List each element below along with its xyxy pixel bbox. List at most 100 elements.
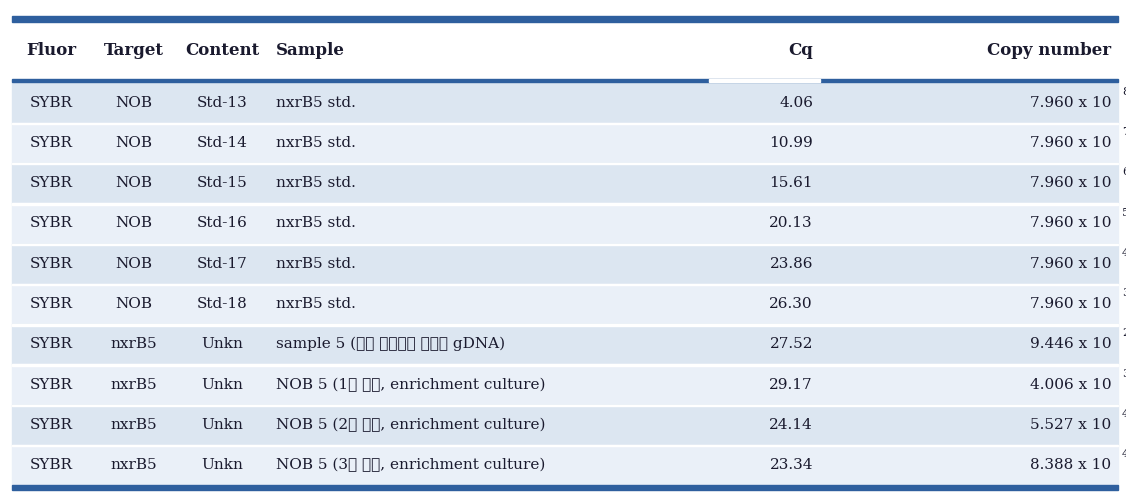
Text: Fluor: Fluor [26,42,77,59]
Text: 10.99: 10.99 [769,136,813,150]
Text: SYBR: SYBR [29,216,73,230]
Text: nxrB5 std.: nxrB5 std. [276,176,356,190]
Text: Std-16: Std-16 [197,216,248,230]
Text: NOB: NOB [116,257,153,271]
Text: NOB: NOB [116,95,153,110]
Text: SYBR: SYBR [29,458,73,472]
Text: Std-18: Std-18 [197,297,248,311]
Text: Std-17: Std-17 [197,257,248,271]
Text: 7.960 x 10: 7.960 x 10 [1030,136,1111,150]
Text: nxrB5 std.: nxrB5 std. [276,216,356,230]
Bar [12,163,1118,165]
Bar [12,82,1118,123]
Text: 3: 3 [1123,288,1126,298]
Text: 2: 2 [1123,329,1126,338]
Text: 5.527 x 10: 5.527 x 10 [1030,418,1111,432]
Text: SYBR: SYBR [29,257,73,271]
Text: Std-13: Std-13 [197,95,248,110]
Text: 20.13: 20.13 [769,216,813,230]
Text: NOB: NOB [116,297,153,311]
Bar [12,204,1118,205]
Text: Unkn: Unkn [202,458,243,472]
Text: 23.86: 23.86 [769,257,813,271]
Text: Std-15: Std-15 [197,176,248,190]
Bar [12,405,1118,406]
Text: 27.52: 27.52 [769,337,813,351]
Text: NOB 5 (3달 경과, enrichment culture): NOB 5 (3달 경과, enrichment culture) [276,458,545,472]
Bar [12,22,1118,79]
Text: 23.34: 23.34 [769,458,813,472]
Text: Unkn: Unkn [202,418,243,432]
Text: Unkn: Unkn [202,337,243,351]
Text: SYBR: SYBR [29,377,73,392]
Bar [12,284,1118,286]
Text: Std-14: Std-14 [197,136,248,150]
Bar [12,365,1118,405]
Text: Target: Target [104,42,164,59]
Text: 26.30: 26.30 [769,297,813,311]
Bar [12,204,1118,244]
Text: nxrB5: nxrB5 [110,418,158,432]
Text: 5: 5 [1123,207,1126,218]
Text: NOB: NOB [116,216,153,230]
Bar [12,244,1118,284]
Text: nxrB5 std.: nxrB5 std. [276,297,356,311]
Text: nxrB5 std.: nxrB5 std. [276,136,356,150]
Bar [12,405,1118,445]
Bar [12,324,1118,365]
Bar [12,485,1118,490]
Text: Copy number: Copy number [988,42,1111,59]
Text: nxrB5 std.: nxrB5 std. [276,95,356,110]
Bar [709,79,820,82]
Text: NOB: NOB [116,136,153,150]
Text: 3: 3 [1123,369,1126,379]
Text: 7.960 x 10: 7.960 x 10 [1030,95,1111,110]
Text: 8.388 x 10: 8.388 x 10 [1030,458,1111,472]
Text: SYBR: SYBR [29,418,73,432]
Text: 6: 6 [1123,167,1126,177]
Bar [12,244,1118,245]
Bar [12,123,1118,163]
Text: nxrB5: nxrB5 [110,337,158,351]
Bar [12,445,1118,485]
Text: SYBR: SYBR [29,337,73,351]
Text: NOB 5 (1달 경과, enrichment culture): NOB 5 (1달 경과, enrichment culture) [276,377,545,392]
Bar [12,163,1118,204]
Bar [12,123,1118,124]
Text: Unkn: Unkn [202,377,243,392]
Bar [12,365,1118,366]
Text: 4: 4 [1123,409,1126,419]
Text: sample 5 (최초 시료에서 추출한 gDNA): sample 5 (최초 시료에서 추출한 gDNA) [276,337,504,351]
Text: 8: 8 [1123,87,1126,97]
Text: nxrB5: nxrB5 [110,458,158,472]
Text: nxrB5 std.: nxrB5 std. [276,257,356,271]
Bar [12,284,1118,324]
Text: SYBR: SYBR [29,297,73,311]
Bar [12,445,1118,447]
Text: NOB: NOB [116,176,153,190]
Text: 7: 7 [1123,127,1126,137]
Text: 7.960 x 10: 7.960 x 10 [1030,257,1111,271]
Text: 7.960 x 10: 7.960 x 10 [1030,216,1111,230]
Text: 15.61: 15.61 [769,176,813,190]
Bar [12,324,1118,326]
Text: SYBR: SYBR [29,176,73,190]
Text: nxrB5: nxrB5 [110,377,158,392]
Text: 4: 4 [1123,248,1126,258]
Bar [12,16,1118,22]
Text: 24.14: 24.14 [769,418,813,432]
Text: SYBR: SYBR [29,95,73,110]
Text: 4.006 x 10: 4.006 x 10 [1030,377,1111,392]
Text: NOB 5 (2달 경과, enrichment culture): NOB 5 (2달 경과, enrichment culture) [276,418,545,432]
Text: 4: 4 [1123,450,1126,459]
Text: 29.17: 29.17 [769,377,813,392]
Text: 7.960 x 10: 7.960 x 10 [1030,297,1111,311]
Text: Cq: Cq [788,42,813,59]
Text: Sample: Sample [276,42,345,59]
Text: Content: Content [186,42,260,59]
Text: 7.960 x 10: 7.960 x 10 [1030,176,1111,190]
Text: 4.06: 4.06 [779,95,813,110]
Bar [12,79,1118,82]
Text: SYBR: SYBR [29,136,73,150]
Text: 9.446 x 10: 9.446 x 10 [1030,337,1111,351]
